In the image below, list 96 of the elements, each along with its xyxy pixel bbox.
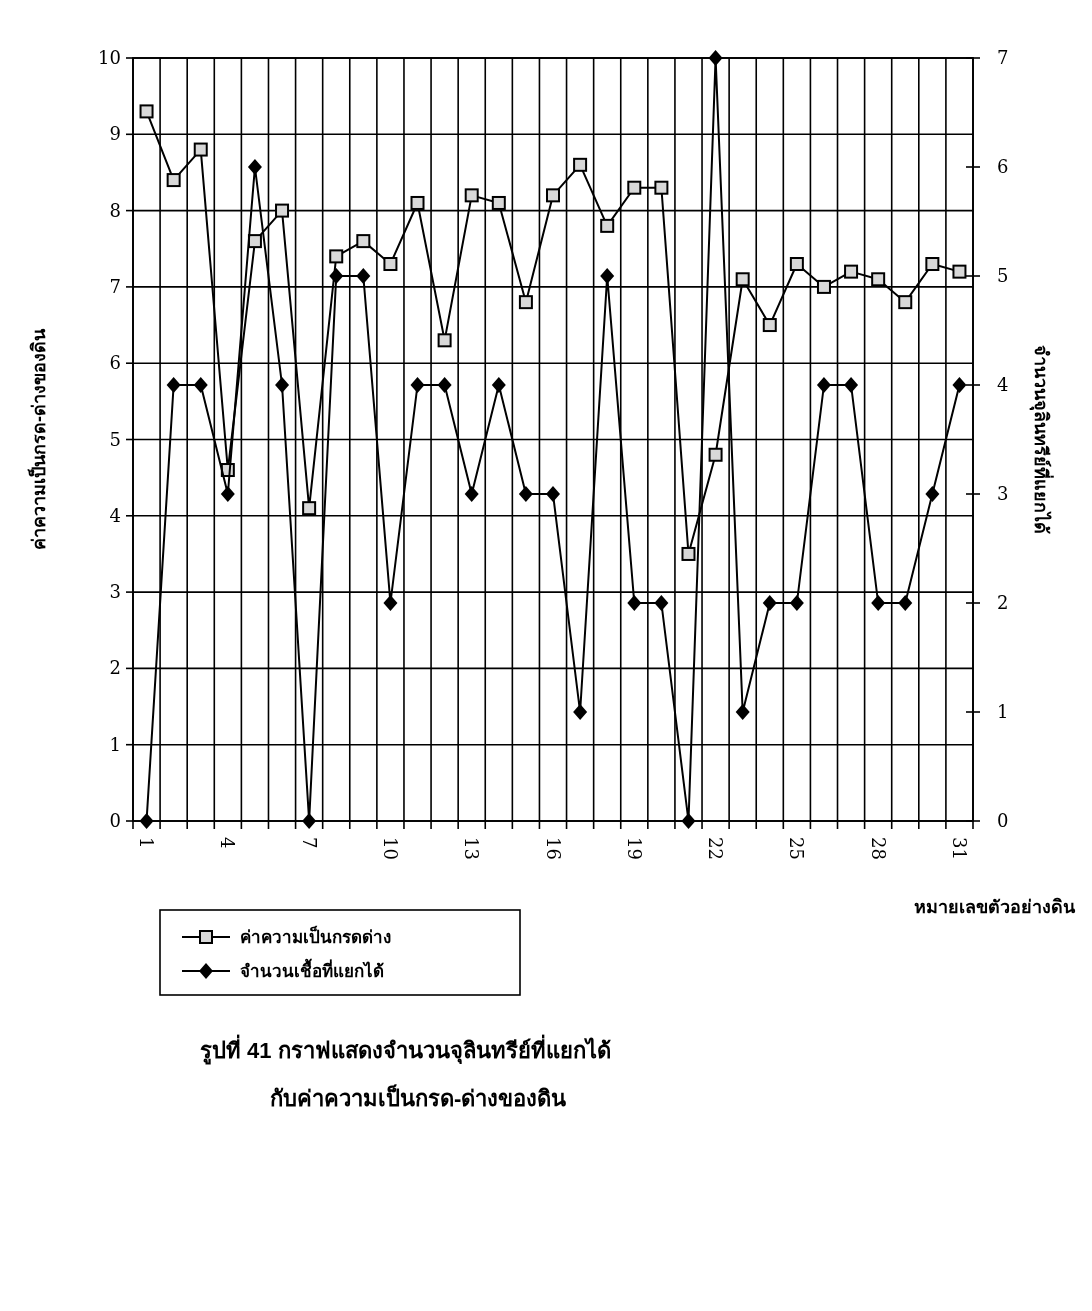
point (275, 377, 290, 393)
y-tick-label: 6 (109, 352, 121, 374)
point (464, 486, 479, 502)
point (491, 195, 506, 210)
point (681, 546, 696, 561)
point (302, 813, 317, 829)
point (573, 157, 588, 172)
point (925, 257, 940, 272)
x-tick-label: 22 (705, 837, 727, 860)
point (708, 50, 723, 66)
point (654, 595, 669, 611)
point (654, 180, 669, 195)
y2-tick-label: 7 (997, 47, 1009, 68)
point (546, 486, 560, 502)
point (898, 295, 913, 310)
point (871, 272, 886, 287)
point (518, 486, 533, 502)
y-tick-label: 5 (109, 428, 121, 450)
y2-axis-title: จำนวนจุลินทรีย์ที่แยกได้ (1029, 345, 1054, 534)
point (518, 295, 533, 310)
point (898, 595, 913, 611)
point (573, 704, 588, 720)
point (166, 173, 181, 188)
point (952, 377, 967, 393)
x-tick-label: 4 (217, 837, 239, 849)
y2-tick-label: 6 (997, 156, 1009, 177)
x-tick-label: 31 (948, 837, 970, 860)
point (437, 333, 452, 348)
point (193, 377, 208, 393)
x-axis-title: หมายเลขตัวอย่างดิน (914, 897, 1076, 917)
y-tick-label: 3 (109, 581, 121, 603)
x-tick-label: 7 (298, 837, 320, 849)
point (952, 264, 967, 279)
point (410, 195, 425, 210)
y2-tick-label: 4 (997, 374, 1009, 395)
point (735, 272, 750, 287)
point (220, 486, 235, 502)
y-tick-label: 7 (109, 275, 121, 297)
y2-tick-label: 5 (997, 265, 1009, 286)
point (193, 142, 208, 157)
text: รูปที่ 41 กราฟแสดงจำนวนจุลินทรีย์ที่แยกได้ กับค่าความเป็นกรด-ด่างของดิน (200, 1034, 611, 1111)
point (844, 264, 859, 279)
x-tick-label: 16 (542, 837, 564, 860)
point (139, 813, 154, 829)
point (627, 595, 642, 611)
y-tick-label: 9 (109, 123, 121, 145)
y2-tick-label: 3 (997, 483, 1009, 504)
point (708, 447, 723, 462)
point (491, 377, 506, 393)
point (302, 501, 317, 516)
point (789, 595, 804, 611)
x-tick-label: 19 (623, 837, 645, 860)
point (410, 377, 425, 393)
legend-label: ค่าความเป็นกรดด่าง (240, 925, 391, 947)
point (383, 257, 398, 272)
point (247, 159, 262, 175)
x-tick-label: 28 (867, 837, 889, 860)
y-tick-label: 1 (109, 733, 121, 755)
point (356, 268, 371, 284)
legend-label: จำนวนเชื้อที่แยกได้ (240, 958, 384, 981)
point (735, 704, 750, 720)
point (871, 595, 886, 611)
point (762, 318, 777, 333)
point (329, 249, 344, 264)
y-tick-label: 10 (98, 47, 121, 68)
x-tick-label: 13 (461, 837, 483, 860)
x-tick-label: 10 (379, 837, 401, 860)
y-tick-label: 8 (109, 199, 121, 221)
x-tick-label: 1 (136, 837, 158, 849)
y2-tick-label: 1 (997, 701, 1009, 722)
y-axis-title: ค่าความเป็นกรด-ด่างของดิน (27, 328, 49, 550)
x-tick-label: 25 (786, 837, 808, 860)
point (762, 595, 777, 611)
point (600, 218, 615, 233)
y-tick-label: 2 (109, 657, 121, 679)
point (464, 188, 479, 203)
point (600, 268, 615, 284)
point (925, 486, 940, 502)
point (816, 377, 831, 393)
point (789, 257, 804, 272)
point (166, 377, 181, 393)
point (437, 377, 452, 393)
y2-tick-label: 2 (997, 592, 1009, 613)
point (275, 203, 290, 218)
point (329, 268, 344, 284)
point (356, 234, 371, 249)
point (627, 180, 642, 195)
point (546, 188, 560, 203)
point (383, 595, 398, 611)
y2-tick-label: 0 (997, 810, 1009, 831)
point (844, 377, 859, 393)
point (816, 279, 831, 294)
point (139, 104, 154, 119)
y-tick-label: 0 (109, 810, 121, 831)
point (681, 813, 696, 829)
y-tick-label: 4 (109, 504, 121, 526)
